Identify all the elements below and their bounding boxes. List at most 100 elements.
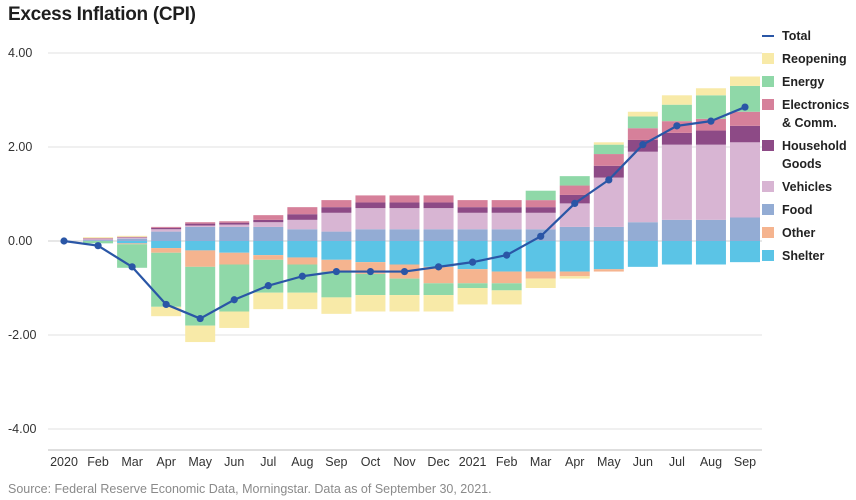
bar-segment-food	[457, 229, 488, 241]
bar-segment-vehicles	[185, 225, 216, 227]
bar-segment-energy	[593, 144, 624, 155]
x-tick-label: Mar	[530, 455, 552, 469]
bar-segment-vehicles	[83, 239, 114, 241]
bar-segment-electronics-comm	[355, 195, 386, 203]
total-point	[94, 242, 102, 250]
total-point	[230, 296, 238, 304]
bar-segment-food	[117, 238, 148, 241]
x-tick-label: Mar	[121, 455, 143, 469]
bar-segment-food	[661, 219, 692, 241]
x-tick-label: May	[188, 455, 212, 469]
bar-segment-energy	[695, 95, 726, 119]
bar-segment-household-goods	[83, 238, 114, 240]
bar-segment-household-goods	[117, 237, 148, 238]
bar-segment-electronics-comm	[593, 154, 624, 166]
total-point	[162, 300, 170, 309]
bar-segment-reopening	[695, 88, 726, 96]
total-point	[673, 122, 681, 130]
source-note: Source: Federal Reserve Economic Data, M…	[8, 482, 492, 496]
bar-segment-vehicles	[661, 144, 692, 220]
total-point	[366, 267, 375, 276]
legend-label: Energy	[782, 75, 825, 89]
x-tick-label: 2021	[459, 455, 487, 469]
total-point	[332, 267, 340, 276]
x-tick-label: Feb	[87, 455, 109, 469]
legend-color-swatch	[762, 99, 774, 110]
bar-segment-electronics-comm	[253, 215, 284, 220]
bar-segment-food	[627, 222, 658, 241]
bar-segment-household-goods	[253, 219, 284, 223]
bar-segment-food	[593, 226, 624, 241]
bar-segment-shelter	[593, 241, 624, 270]
total-point	[196, 314, 204, 323]
bar-segment-electronics-comm	[627, 128, 658, 140]
legend-label: Reopening	[782, 52, 847, 66]
total-point	[639, 141, 647, 149]
legend-color-swatch	[762, 140, 774, 151]
legend-label: Electronics & Comm.	[782, 98, 850, 130]
bar-segment-vehicles	[389, 208, 420, 230]
x-tick-label: Jun	[224, 455, 244, 469]
legend-label: Total	[782, 29, 811, 43]
total-point	[60, 237, 68, 245]
legend-item: Shelter	[762, 247, 824, 265]
bar-segment-household-goods	[355, 202, 386, 209]
bar-segment-electronics-comm	[491, 200, 522, 208]
bar-segment-energy	[559, 176, 590, 186]
bar-segment-vehicles	[253, 222, 284, 227]
bar-segment-shelter	[423, 241, 454, 267]
excess-inflation-chart: -4.00 -2.00 0.00 2.00 4.00 2020 Feb Mar Apr May Ju…	[8, 46, 762, 469]
bar-segment-shelter	[287, 241, 318, 258]
total-point	[537, 232, 545, 240]
bar-segment-food	[559, 226, 590, 241]
bar-segment-food	[321, 231, 352, 241]
bar-segment-shelter	[185, 241, 216, 251]
x-tick-label: Oct	[361, 455, 381, 469]
x-tick-label: Jul	[669, 455, 685, 469]
bar-segment-reopening	[219, 311, 250, 328]
legend-color-swatch	[762, 227, 774, 238]
x-tick-label: Jul	[260, 455, 276, 469]
bar-segment-reopening	[355, 295, 386, 312]
bar-segment-energy	[321, 271, 352, 298]
bar-segment-reopening	[457, 288, 488, 305]
total-point	[469, 258, 477, 266]
legend-item: Reopening	[762, 50, 847, 68]
bar-segment-reopening	[389, 295, 420, 312]
bar-segment-other	[525, 271, 556, 279]
bar-segment-food	[151, 231, 182, 241]
bar-segment-electronics-comm	[559, 185, 590, 195]
bar-segment-electronics-comm	[423, 195, 454, 203]
bar-segment-vehicles	[593, 177, 624, 227]
bar-segment-energy	[627, 116, 658, 129]
bar-segment-other	[117, 243, 148, 245]
bar-segment-other	[287, 257, 318, 265]
bar-segment-shelter	[219, 241, 250, 253]
bar-segment-energy	[491, 283, 522, 291]
bar-segment-energy	[457, 283, 488, 288]
x-tick-label: Jun	[633, 455, 653, 469]
bar-segment-food	[253, 226, 284, 241]
x-tick-label: Sep	[734, 455, 756, 469]
x-tick-label: 2020	[50, 455, 78, 469]
bar-segment-reopening	[593, 142, 624, 145]
bar-segment-electronics-comm	[287, 207, 318, 215]
x-tick-label: Feb	[496, 455, 518, 469]
total-point	[571, 199, 579, 207]
bar-segment-food	[83, 240, 114, 241]
legend-label: Food	[782, 203, 813, 217]
bar-segment-other	[321, 259, 352, 272]
x-tick-label: Sep	[325, 455, 347, 469]
legend-item: Food	[762, 201, 813, 219]
bar-segment-shelter	[253, 241, 284, 256]
total-point	[434, 263, 443, 271]
bar-segment-reopening	[730, 76, 760, 86]
bar-segment-other	[593, 269, 624, 272]
bar-segment-household-goods	[185, 223, 216, 226]
total-point	[503, 251, 511, 259]
total-point	[298, 272, 306, 280]
bar-segment-reopening	[117, 235, 148, 237]
bar-segment-vehicles	[423, 208, 454, 230]
bar-segment-household-goods	[389, 202, 420, 209]
total-point	[741, 103, 749, 111]
